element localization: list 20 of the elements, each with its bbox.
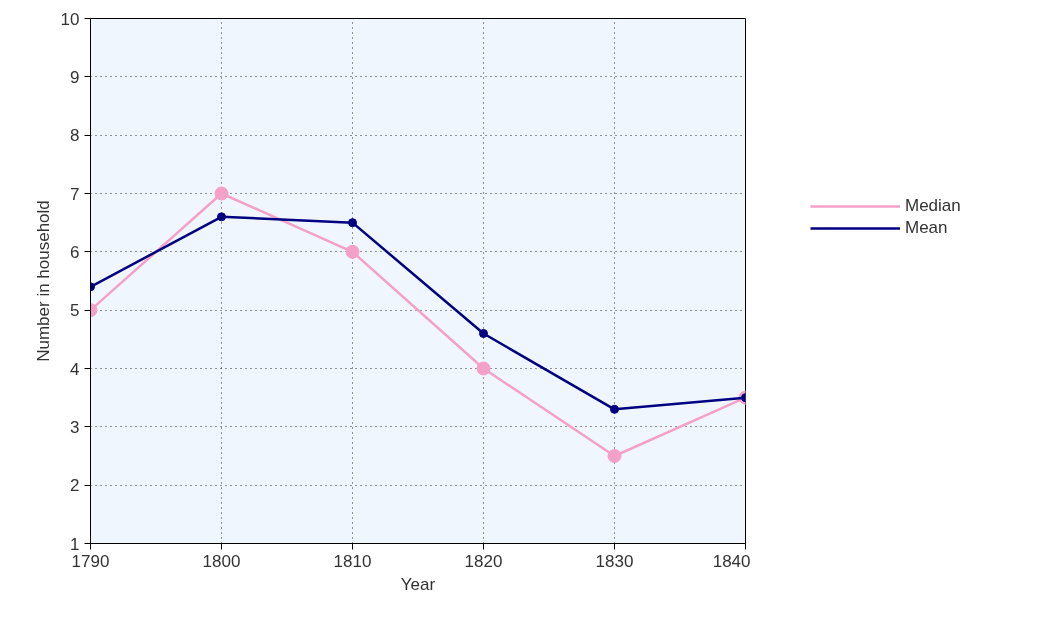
text: Median (905, 196, 961, 216)
x-tick-label: 1800 (202, 551, 241, 571)
x-axis-title: Year (400, 574, 436, 594)
y-tick-label: 5 (70, 301, 80, 321)
y-tick-label: 4 (70, 359, 80, 379)
y-tick-label: 7 (70, 184, 80, 204)
text: Mean (905, 218, 948, 238)
y-tick-label: 2 (70, 476, 80, 496)
y-tick-label: 8 (70, 126, 80, 146)
y-tick-label: 10 (60, 9, 80, 29)
y-tick-label: 9 (70, 67, 80, 87)
x-tick-label: 1840 (712, 551, 751, 571)
x-tick-label: 1820 (464, 551, 503, 571)
y-tick-label: 6 (70, 242, 80, 262)
x-tick-label: 1810 (333, 551, 372, 571)
y-tick-label: 3 (70, 417, 80, 437)
y-axis-title: Number in household (33, 200, 53, 362)
y-tick-label: 1 (70, 534, 80, 554)
x-tick-label: 1790 (71, 551, 110, 571)
x-tick-label: 1830 (595, 551, 634, 571)
